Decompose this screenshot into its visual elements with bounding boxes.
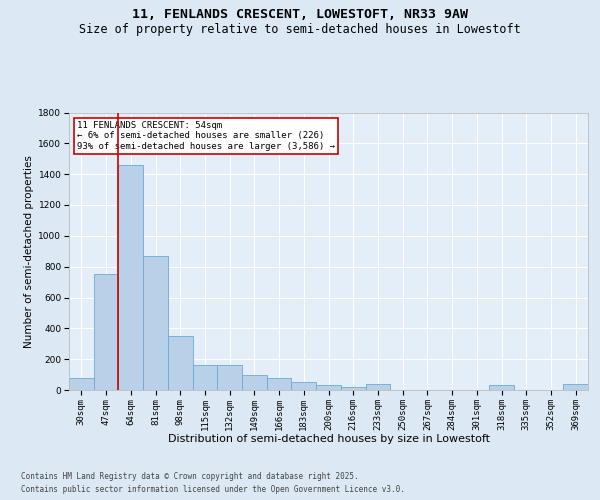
Bar	[69, 378, 94, 390]
Bar	[242, 376, 267, 390]
Text: Contains public sector information licensed under the Open Government Licence v3: Contains public sector information licen…	[21, 485, 405, 494]
Y-axis label: Number of semi-detached properties: Number of semi-detached properties	[24, 155, 34, 348]
Bar	[316, 386, 341, 390]
Text: 11, FENLANDS CRESCENT, LOWESTOFT, NR33 9AW: 11, FENLANDS CRESCENT, LOWESTOFT, NR33 9…	[132, 8, 468, 20]
Text: 11 FENLANDS CRESCENT: 54sqm
← 6% of semi-detached houses are smaller (226)
93% o: 11 FENLANDS CRESCENT: 54sqm ← 6% of semi…	[77, 121, 335, 150]
X-axis label: Distribution of semi-detached houses by size in Lowestoft: Distribution of semi-detached houses by …	[167, 434, 490, 444]
Bar	[365, 384, 390, 390]
Bar	[489, 384, 514, 390]
Bar	[94, 274, 118, 390]
Bar	[292, 382, 316, 390]
Text: Contains HM Land Registry data © Crown copyright and database right 2025.: Contains HM Land Registry data © Crown c…	[21, 472, 359, 481]
Bar	[118, 165, 143, 390]
Bar	[267, 378, 292, 390]
Bar	[143, 256, 168, 390]
Text: Size of property relative to semi-detached houses in Lowestoft: Size of property relative to semi-detach…	[79, 22, 521, 36]
Bar	[341, 387, 365, 390]
Bar	[193, 364, 217, 390]
Bar	[217, 364, 242, 390]
Bar	[563, 384, 588, 390]
Bar	[168, 336, 193, 390]
